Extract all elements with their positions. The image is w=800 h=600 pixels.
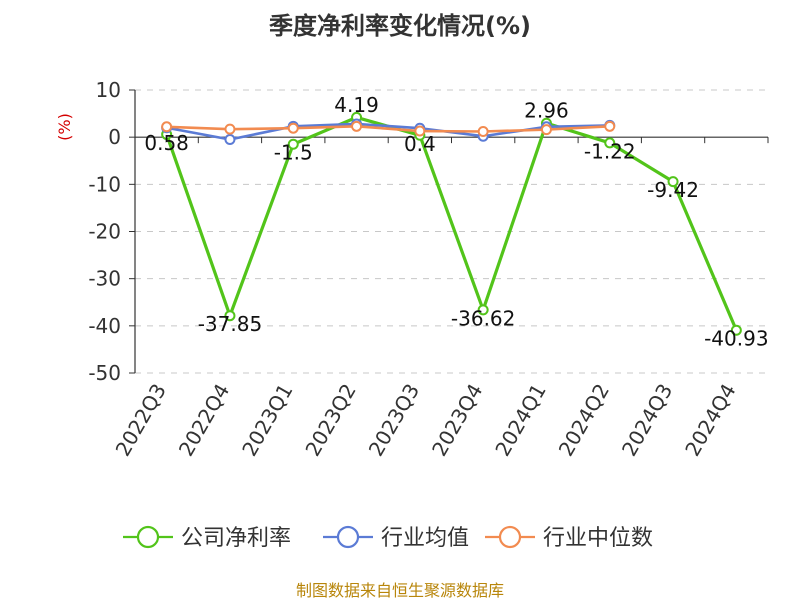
legend-label-1: 行业均值 xyxy=(381,526,469,551)
y-tick-label: -40 xyxy=(88,314,121,338)
x-tick-label: 2024Q3 xyxy=(617,380,677,461)
series-line-2 xyxy=(165,125,612,133)
series-point-2 xyxy=(351,120,363,132)
data-label-layer: 0.58 -37.85 -1.5 4.19 0.4 -36.62 2.96 -1.22 -9.4… xyxy=(144,93,768,351)
chart-title: 季度净利率变化情况(%) xyxy=(269,12,531,40)
series-point-1 xyxy=(224,134,236,146)
x-tick-label: 2023Q4 xyxy=(427,380,487,461)
y-tick-label: 10 xyxy=(96,78,121,102)
series-layer xyxy=(161,111,742,336)
x-tick-label: 2024Q1 xyxy=(490,380,550,461)
legend-label-0: 公司净利率 xyxy=(181,526,291,551)
series-point-2 xyxy=(540,124,552,136)
series-point-0 xyxy=(604,137,616,149)
x-tick-label: 2024Q4 xyxy=(680,380,740,461)
series-point-0 xyxy=(477,304,489,316)
legend: 公司净利率 行业均值 行业中位数 xyxy=(123,525,653,551)
series-point-0 xyxy=(224,310,236,322)
series-point-0 xyxy=(287,138,299,150)
data-label: -37.85 xyxy=(198,312,262,336)
series-point-2 xyxy=(604,120,616,132)
x-tick-label: 2023Q2 xyxy=(300,380,360,461)
y-tick-label: 0 xyxy=(108,125,121,149)
legend-marker-2 xyxy=(498,525,522,549)
x-tick-label: 2024Q2 xyxy=(554,380,614,461)
data-label: 4.19 xyxy=(334,93,379,117)
y-tick-label: -30 xyxy=(88,267,121,291)
source-credit: 制图数据来自恒生聚源数据库 xyxy=(296,581,504,600)
y-axis-label: (%) xyxy=(55,113,74,141)
legend-marker-0 xyxy=(136,525,160,549)
x-tick-label: 2023Q1 xyxy=(237,380,297,461)
series-point-0 xyxy=(730,324,742,336)
y-tick-label: -50 xyxy=(88,361,121,385)
series-point-2 xyxy=(414,125,426,137)
series-point-2 xyxy=(287,122,299,134)
data-label: -1.5 xyxy=(274,141,313,165)
x-tick-label: 2022Q4 xyxy=(174,380,234,461)
series-point-2 xyxy=(224,123,236,135)
data-label: -1.22 xyxy=(584,139,636,163)
data-label: -40.93 xyxy=(704,327,768,351)
data-label: -9.42 xyxy=(647,178,699,202)
legend-marker-1 xyxy=(336,525,360,549)
series-point-2 xyxy=(161,121,173,133)
x-tick-label: 2022Q3 xyxy=(111,380,171,461)
grid-layer xyxy=(135,89,768,374)
data-label: 0.58 xyxy=(144,131,189,155)
y-tick-label: -10 xyxy=(88,172,121,196)
series-point-0 xyxy=(667,176,679,188)
series-line-0 xyxy=(165,115,738,332)
y-tick-label: -20 xyxy=(88,220,121,244)
data-label: -36.62 xyxy=(451,306,515,330)
legend-label-2: 行业中位数 xyxy=(543,526,653,551)
data-label: 2.96 xyxy=(524,99,569,123)
series-line-1 xyxy=(165,122,612,141)
series-point-2 xyxy=(477,126,489,138)
data-label: 0.4 xyxy=(404,132,436,156)
x-tick-label: 2023Q3 xyxy=(364,380,424,461)
